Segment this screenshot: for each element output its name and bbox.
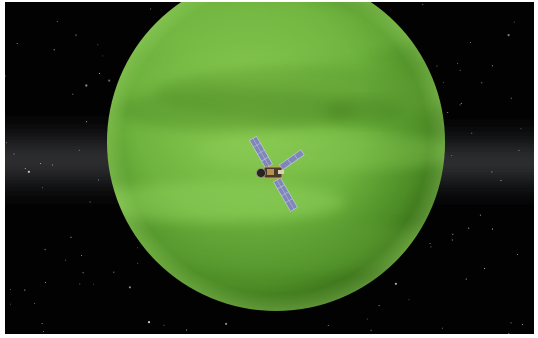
star: [460, 102, 462, 104]
star: [378, 305, 380, 307]
star: [52, 164, 54, 166]
star: [430, 246, 432, 248]
star: [447, 111, 449, 114]
star: [108, 79, 111, 82]
star: [137, 247, 139, 249]
green-gas-giant-icon[interactable]: [85, 2, 475, 311]
star: [9, 303, 12, 305]
star: [513, 21, 515, 23]
star: [70, 236, 72, 238]
star: [53, 49, 55, 51]
star: [34, 302, 36, 304]
star: [72, 93, 74, 95]
star: [465, 278, 467, 280]
star: [5, 75, 6, 77]
planet-atmosphere-limb: [107, 2, 445, 311]
star: [79, 283, 81, 285]
star: [102, 55, 104, 57]
star: [442, 81, 444, 84]
star: [366, 318, 368, 320]
star: [370, 329, 372, 331]
star: [163, 324, 165, 326]
star: [481, 82, 483, 84]
star: [147, 321, 151, 324]
star: [510, 97, 512, 99]
star: [441, 327, 443, 329]
star: [471, 132, 473, 134]
star: [113, 271, 115, 273]
star: [75, 34, 77, 36]
star: [479, 214, 481, 216]
star: [521, 324, 524, 326]
scene-canvas[interactable]: [5, 2, 534, 334]
star: [508, 332, 510, 334]
star: [516, 254, 518, 256]
star: [82, 272, 84, 274]
solar-panel-upper: [249, 135, 273, 169]
star: [436, 65, 438, 67]
star: [42, 330, 45, 333]
probe-core: [256, 166, 284, 179]
star: [186, 329, 188, 331]
star: [44, 282, 47, 284]
star: [507, 34, 510, 37]
star: [500, 179, 502, 181]
star: [40, 162, 42, 165]
star: [41, 322, 43, 325]
star: [137, 262, 139, 264]
star: [483, 267, 486, 269]
solar-panel-lower: [273, 177, 298, 212]
star: [6, 142, 8, 144]
star: [13, 153, 15, 155]
star: [97, 179, 100, 181]
star: [394, 282, 397, 285]
star: [41, 187, 44, 189]
star: [93, 283, 95, 285]
star: [327, 324, 329, 327]
star: [510, 322, 512, 324]
star: [86, 121, 88, 123]
star: [128, 286, 131, 289]
star: [451, 155, 453, 157]
star: [491, 171, 493, 173]
star: [9, 288, 12, 291]
star: [56, 20, 58, 23]
star: [457, 62, 459, 64]
star: [491, 65, 493, 67]
star: [27, 170, 30, 173]
starfield-icon: [5, 4, 524, 334]
star: [408, 299, 410, 301]
satellite-probe-icon[interactable]: [249, 135, 305, 212]
star: [80, 254, 83, 257]
game-viewport[interactable]: [5, 2, 534, 334]
star: [225, 322, 228, 325]
star: [452, 233, 454, 235]
star: [429, 242, 431, 245]
star: [24, 289, 26, 291]
star: [491, 228, 494, 230]
star: [85, 84, 88, 87]
star: [518, 149, 520, 151]
star: [99, 72, 101, 74]
star: [24, 168, 26, 170]
star: [89, 201, 91, 203]
star: [451, 239, 453, 241]
star: [65, 259, 67, 261]
star: [469, 41, 471, 43]
star: [520, 128, 522, 130]
star: [44, 249, 46, 251]
star: [97, 44, 99, 46]
star: [16, 42, 18, 45]
star: [459, 69, 461, 71]
star: [422, 4, 424, 6]
star: [78, 149, 80, 151]
star: [150, 8, 152, 10]
star: [459, 104, 461, 106]
star: [468, 227, 470, 229]
